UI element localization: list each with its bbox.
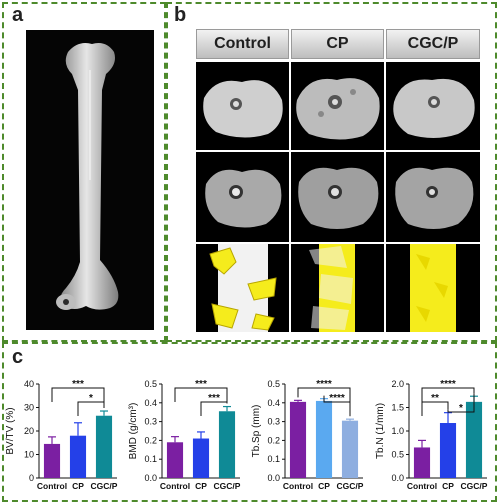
x-tick-label: Control	[283, 481, 313, 491]
x-tick-label: CGC/P	[214, 481, 241, 491]
panel-b-letter: b	[174, 4, 187, 26]
bar-cgcp	[465, 401, 483, 478]
y-tick-label: 30	[24, 403, 34, 413]
significance-bracket	[447, 393, 475, 413]
y-tick-label: 40	[24, 379, 34, 389]
significance-label: ***	[195, 379, 207, 390]
y-tick-label: 10	[24, 450, 34, 460]
microct-cp-mid	[291, 152, 384, 242]
scaffold-cp	[291, 244, 384, 332]
significance-label: ***	[208, 393, 220, 404]
y-tick-label: 0.4	[267, 398, 280, 408]
bar-cgcp	[95, 415, 113, 478]
y-tick-label: 20	[24, 426, 34, 436]
microct-control-top	[196, 62, 289, 150]
bar-cgcp	[218, 411, 236, 478]
chart-tbsp: Tb.Sp (mm) 0.0 0.1 0.2 0.3 0.4 0.5 Control CP CGC…	[251, 378, 371, 496]
scaffold-control	[196, 244, 289, 332]
bar-control	[413, 447, 431, 478]
bar-control	[289, 401, 307, 478]
x-tick-label: Control	[37, 481, 67, 491]
x-tick-label: CGC/P	[91, 481, 118, 491]
bar-control	[43, 443, 61, 478]
x-tick-label: CGC/P	[337, 481, 364, 491]
bar-cgcp	[341, 420, 359, 478]
y-tick-label: 0.0	[267, 473, 280, 483]
microct-cgcp-mid	[386, 152, 480, 242]
microct-cgcp-top	[386, 62, 480, 150]
y-tick-label: 0.0	[391, 473, 404, 483]
y-axis-label: Tb.Sp (mm)	[251, 405, 262, 458]
panel-a-letter: a	[12, 4, 24, 26]
scaffold-cgcp	[386, 244, 480, 332]
femur-microct-image	[26, 30, 154, 330]
significance-label: ****	[329, 393, 345, 404]
y-tick-label: 0.1	[144, 454, 157, 464]
y-tick-label: 0.1	[267, 454, 280, 464]
panel-b-border	[166, 2, 497, 342]
significance-bracket	[421, 387, 475, 402]
x-tick-label: Control	[407, 481, 437, 491]
y-tick-label: 2.0	[391, 379, 404, 389]
y-tick-label: 0.5	[144, 379, 157, 389]
y-tick-label: 0.0	[144, 473, 157, 483]
significance-label: *	[459, 403, 463, 414]
significance-bracket	[323, 395, 351, 417]
panel-a-border	[2, 2, 166, 342]
significance-label: ***	[72, 379, 84, 390]
chart-bvtv: BV/TV (%) 0 10 20 30 40 Control CP CGC/P *** *	[5, 378, 125, 496]
bar-control	[166, 442, 184, 478]
column-header-control: Control	[196, 29, 289, 59]
chart-tbn: Tb.N (1/mm) 0.0 0.5 1.0 1.5 2.0 Control CP CGC/P…	[375, 378, 495, 496]
bar-cp	[69, 435, 87, 478]
microct-cp-top	[291, 62, 384, 150]
significance-bracket	[51, 387, 105, 409]
significance-bracket	[421, 401, 449, 416]
column-header-cgcp: CGC/P	[386, 29, 480, 59]
microct-control-mid	[196, 152, 289, 242]
significance-bracket	[174, 387, 228, 404]
significance-label: ****	[440, 379, 456, 390]
significance-label: ****	[316, 379, 332, 390]
y-tick-label: 0.5	[391, 450, 404, 460]
y-tick-label: 0.2	[267, 435, 280, 445]
significance-label: **	[431, 393, 439, 404]
x-tick-label: CP	[442, 481, 454, 491]
bar-cp	[192, 438, 210, 478]
y-tick-label: 0.5	[267, 379, 280, 389]
y-tick-label: 1.5	[391, 403, 404, 413]
y-axis-label: BMD (g/cm³)	[128, 403, 139, 460]
x-tick-label: CGC/P	[461, 481, 488, 491]
panel-c-border	[2, 342, 497, 502]
y-tick-label: 0	[29, 473, 34, 483]
y-tick-label: 0.2	[144, 435, 157, 445]
significance-bracket	[200, 401, 228, 416]
column-header-cp: CP	[291, 29, 384, 59]
y-tick-label: 0.3	[267, 417, 280, 427]
y-tick-label: 1.0	[391, 426, 404, 436]
x-tick-label: CP	[318, 481, 330, 491]
panel-c-letter: c	[12, 346, 24, 368]
y-axis-label: BV/TV (%)	[5, 407, 16, 454]
x-tick-label: Control	[160, 481, 190, 491]
bar-cp	[439, 423, 457, 478]
y-tick-label: 0.4	[144, 398, 157, 408]
y-tick-label: 0.3	[144, 417, 157, 427]
bar-cp	[315, 400, 333, 478]
significance-label: *	[89, 393, 93, 404]
significance-bracket	[77, 401, 105, 416]
y-axis-label: Tb.N (1/mm)	[375, 403, 386, 459]
x-tick-label: CP	[72, 481, 84, 491]
chart-bmd: BMD (g/cm³) 0.0 0.1 0.2 0.3 0.4 0.5 Control CP CG…	[128, 378, 248, 496]
x-tick-label: CP	[195, 481, 207, 491]
